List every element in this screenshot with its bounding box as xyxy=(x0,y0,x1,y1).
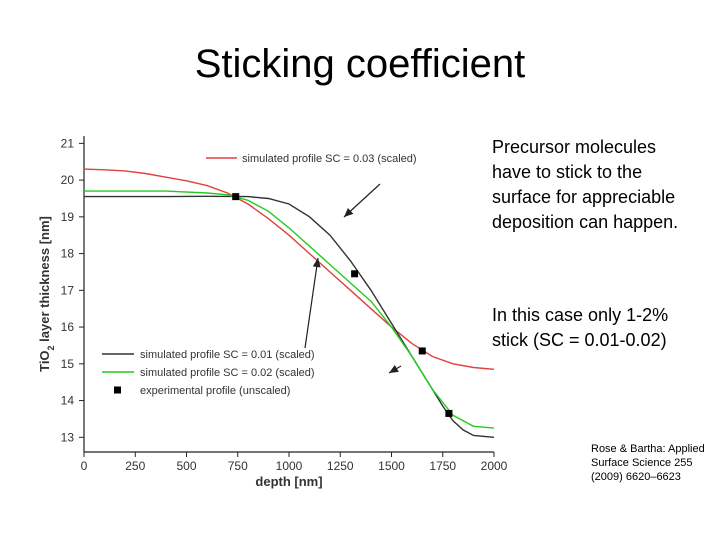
series-line-sc002 xyxy=(84,190,495,429)
chart-curves xyxy=(83,168,495,438)
x-tick-label: 500 xyxy=(176,459,196,473)
x-tick-label: 250 xyxy=(125,459,145,473)
citation: Rose & Bartha: Applied Surface Science 2… xyxy=(591,443,705,483)
x-tick-label: 0 xyxy=(81,459,88,473)
series-line-sc003 xyxy=(83,168,495,370)
legend-label-sc003: simulated profile SC = 0.03 (scaled) xyxy=(242,153,417,165)
x-tick-label: 2000 xyxy=(481,459,508,473)
y-label-part: layer thickness [nm] xyxy=(37,216,52,345)
description-paragraph-2: In this case only 1-2% stick (SC = 0.01-… xyxy=(492,305,669,350)
y-label-part: TiO xyxy=(37,350,52,371)
legend-label-sc002: simulated profile SC = 0.02 (scaled) xyxy=(140,367,315,379)
y-tick-label: 18 xyxy=(61,247,75,261)
series-line-sc001 xyxy=(84,195,495,438)
x-tick-label: 1750 xyxy=(429,459,456,473)
y-tick-label: 14 xyxy=(61,394,75,408)
slide-title: Sticking coefficient xyxy=(194,42,526,86)
x-tick-label: 1500 xyxy=(378,459,405,473)
y-axis-label: TiO2 layer thickness [nm] xyxy=(37,216,56,372)
arrow-sc002-head xyxy=(389,365,399,373)
legend-label-sc001: simulated profile SC = 0.01 (scaled) xyxy=(140,349,315,361)
x-tick-label: 1250 xyxy=(327,459,354,473)
arrow-sc001-head xyxy=(312,258,321,268)
y-tick-label: 17 xyxy=(61,283,75,297)
legend-label-experimental: experimental profile (unscaled) xyxy=(140,385,290,397)
chart-legend: simulated profile SC = 0.03 (scaled) simu… xyxy=(102,153,417,397)
chart-arrows xyxy=(304,183,402,374)
legend-swatch-experimental xyxy=(114,386,121,394)
y-label-subscript: 2 xyxy=(46,345,56,350)
experimental-point xyxy=(351,270,359,278)
x-tick-label: 750 xyxy=(228,459,248,473)
experimental-point xyxy=(418,347,426,355)
y-tick-label: 13 xyxy=(61,430,75,444)
x-axis-label: depth [nm] xyxy=(255,474,322,489)
y-tick-label: 20 xyxy=(61,173,75,187)
experimental-point xyxy=(445,409,453,417)
experimental-point xyxy=(232,193,240,201)
description-paragraph-1: Precursor molecules have to stick to the… xyxy=(492,137,679,232)
chart-axes: 0 250 500 750 1000 1250 1500 1750 2000 13 14 15 16 17… xyxy=(37,136,508,489)
y-tick-label: 19 xyxy=(61,210,75,224)
y-tick-label: 16 xyxy=(61,320,75,334)
y-tick-label: 15 xyxy=(61,357,75,371)
arrow-sc003-head xyxy=(344,207,354,217)
arrow-sc001 xyxy=(304,257,319,349)
x-tick-label: 1000 xyxy=(276,459,303,473)
y-tick-label: 21 xyxy=(61,136,75,150)
